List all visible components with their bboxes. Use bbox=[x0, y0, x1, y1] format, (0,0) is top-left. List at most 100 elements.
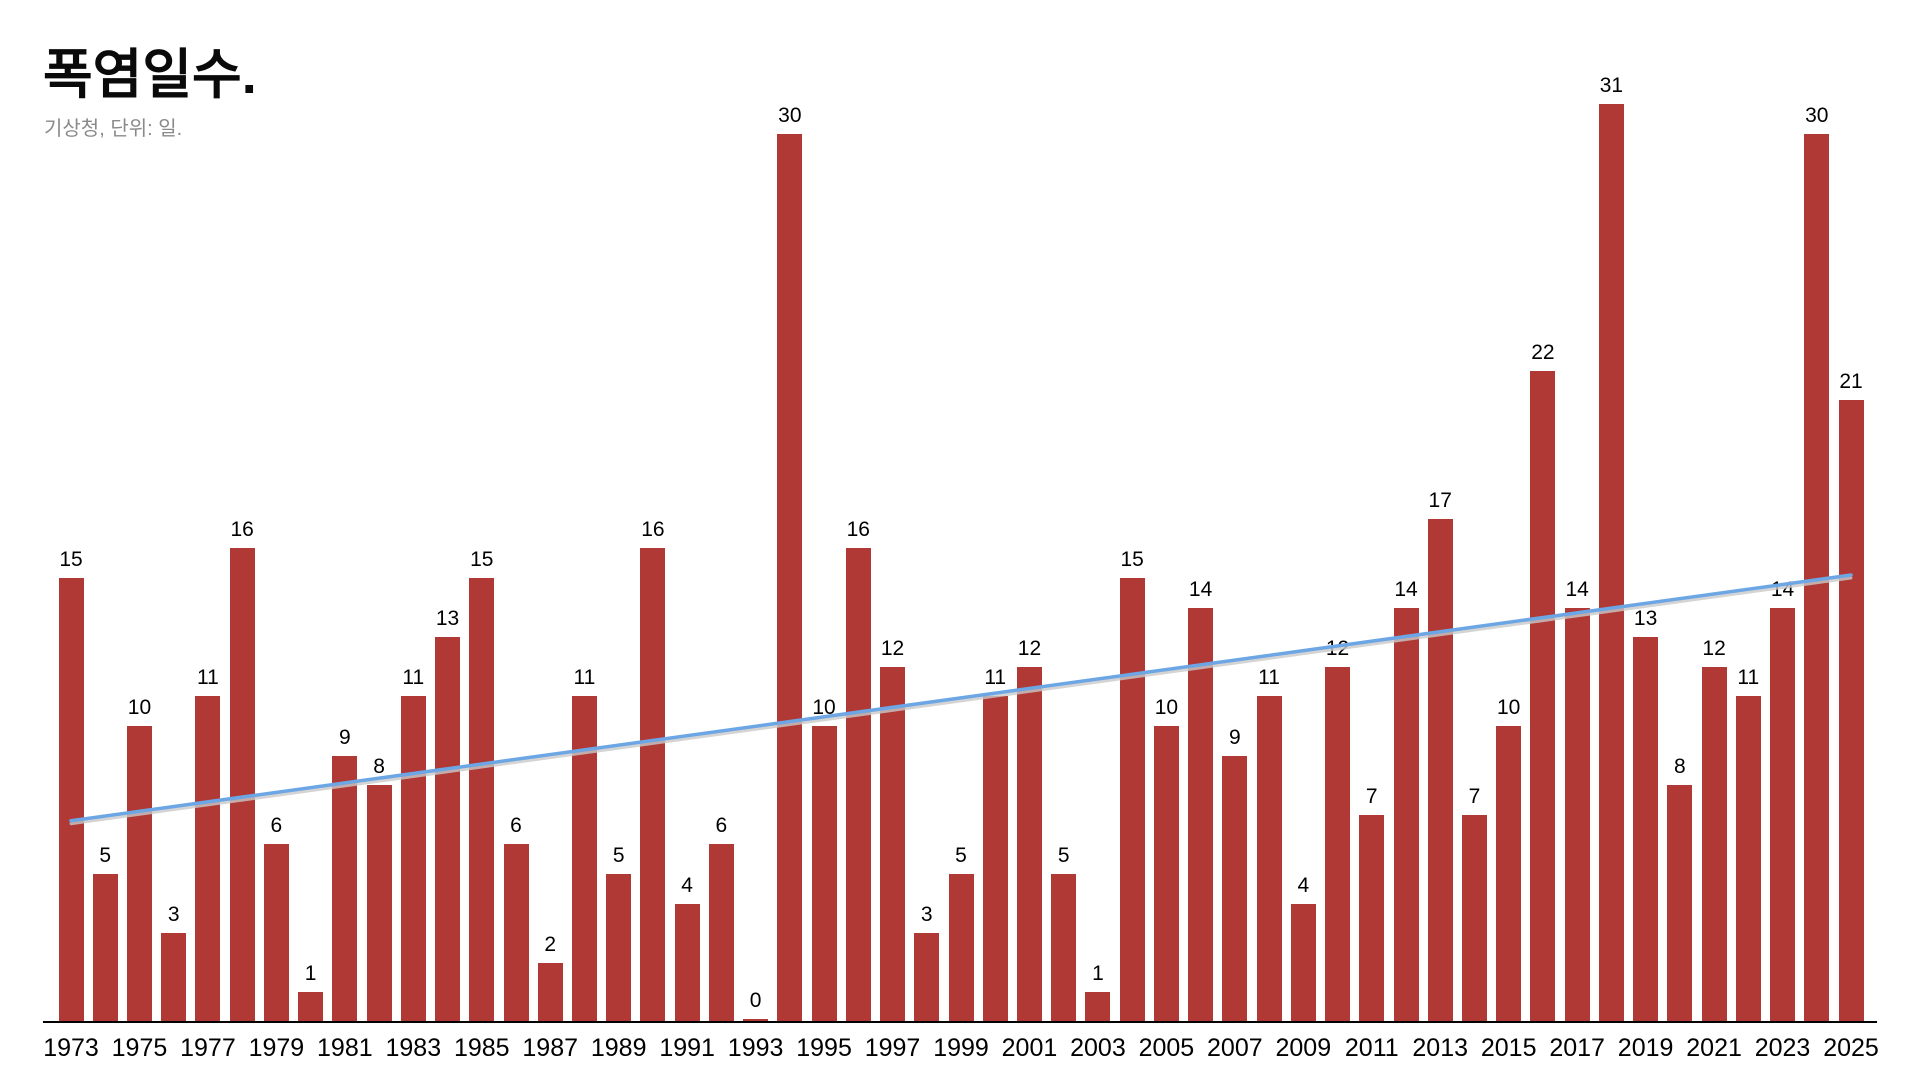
x-tick-1977: 1977 bbox=[180, 1034, 236, 1062]
bar-value-label-2024: 30 bbox=[1805, 104, 1829, 127]
bar-2008 bbox=[1256, 696, 1282, 1022]
bar-value-label-1989: 5 bbox=[612, 844, 625, 867]
bar-2016 bbox=[1530, 370, 1556, 1022]
bar-1973 bbox=[58, 578, 84, 1022]
bar-1986 bbox=[503, 844, 529, 1022]
bar-2007 bbox=[1222, 755, 1248, 1022]
bar-1977 bbox=[195, 696, 221, 1022]
x-tick-2021: 2021 bbox=[1686, 1034, 1742, 1062]
bar-1989 bbox=[606, 874, 632, 1022]
x-tick-2003: 2003 bbox=[1070, 1034, 1126, 1062]
x-axis-line bbox=[43, 1021, 1877, 1023]
bar-1979 bbox=[263, 844, 289, 1022]
x-tick-1991: 1991 bbox=[659, 1034, 715, 1062]
bar-value-label-1983: 11 bbox=[402, 666, 425, 690]
bar-value-label-1995: 10 bbox=[812, 696, 836, 719]
bar-2024 bbox=[1804, 134, 1830, 1022]
x-tick-2015: 2015 bbox=[1480, 1034, 1537, 1062]
bar-value-label-1994: 30 bbox=[778, 104, 802, 127]
bar-1996 bbox=[845, 548, 871, 1022]
bar-value-label-2004: 15 bbox=[1120, 548, 1144, 571]
bar-2003 bbox=[1085, 992, 1111, 1022]
x-tick-1999: 1999 bbox=[933, 1034, 989, 1062]
x-tick-1983: 1983 bbox=[385, 1034, 442, 1062]
x-tick-1993: 1993 bbox=[727, 1034, 784, 1062]
bar-2001 bbox=[1016, 666, 1042, 1022]
bar-1992 bbox=[708, 844, 734, 1022]
bar-2011 bbox=[1359, 814, 1385, 1022]
bar-1999 bbox=[948, 874, 974, 1022]
bar-value-label-2006: 14 bbox=[1188, 577, 1213, 601]
bar-1990 bbox=[640, 548, 666, 1022]
x-tick-1985: 1985 bbox=[453, 1034, 510, 1062]
bar-2022 bbox=[1735, 696, 1761, 1022]
bar-2010 bbox=[1325, 666, 1351, 1022]
x-tick-2017: 2017 bbox=[1549, 1034, 1605, 1062]
bar-value-label-2001: 12 bbox=[1017, 636, 1042, 660]
bar-value-label-1996: 16 bbox=[846, 518, 870, 542]
bar-value-label-2009: 4 bbox=[1297, 873, 1310, 897]
bar-1994 bbox=[777, 134, 803, 1022]
bar-value-label-2023: 14 bbox=[1770, 577, 1795, 601]
bar-value-label-1981: 9 bbox=[339, 725, 351, 749]
bar-value-label-1982: 8 bbox=[373, 755, 385, 779]
bar-1997 bbox=[880, 666, 906, 1022]
bar-value-label-1979: 6 bbox=[270, 814, 283, 838]
bar-value-label-2015: 10 bbox=[1497, 696, 1521, 719]
x-tick-2013: 2013 bbox=[1412, 1034, 1469, 1062]
bar-value-label-2012: 14 bbox=[1394, 577, 1418, 601]
bar-1998 bbox=[914, 933, 940, 1022]
bar-value-label-1976: 3 bbox=[167, 903, 180, 927]
bar-2025 bbox=[1838, 400, 1864, 1022]
bar-value-label-1975: 10 bbox=[127, 696, 152, 719]
x-tick-2005: 2005 bbox=[1138, 1034, 1195, 1062]
bar-2009 bbox=[1290, 903, 1316, 1022]
bar-2018 bbox=[1598, 104, 1624, 1022]
bar-value-label-2018: 31 bbox=[1599, 74, 1624, 98]
bar-value-label-1999: 5 bbox=[955, 844, 967, 867]
bar-2019 bbox=[1633, 637, 1659, 1022]
bar-value-label-1987: 2 bbox=[544, 932, 557, 956]
bar-1991 bbox=[674, 903, 700, 1022]
bar-value-label-1990: 16 bbox=[641, 518, 665, 542]
bar-value-label-1993: 0 bbox=[749, 989, 762, 1012]
bar-1985 bbox=[469, 578, 495, 1022]
bar-2004 bbox=[1119, 578, 1145, 1022]
bar-1988 bbox=[571, 696, 597, 1022]
bar-value-label-1998: 3 bbox=[920, 903, 933, 927]
bar-1984 bbox=[435, 637, 461, 1022]
bar-value-label-1997: 12 bbox=[880, 636, 905, 660]
bar-1978 bbox=[229, 548, 255, 1022]
bar-value-label-1978: 16 bbox=[230, 518, 254, 542]
x-tick-1979: 1979 bbox=[248, 1034, 305, 1062]
bar-2006 bbox=[1188, 607, 1214, 1022]
bar-value-label-2000: 11 bbox=[984, 666, 1007, 690]
bar-value-label-1980: 1 bbox=[304, 962, 317, 986]
bar-1993 bbox=[743, 1019, 769, 1022]
bar-1982 bbox=[366, 785, 392, 1022]
bar-value-label-2025: 21 bbox=[1839, 370, 1863, 394]
x-tick-1973: 1973 bbox=[43, 1034, 99, 1062]
bar-value-label-1973: 15 bbox=[59, 548, 83, 571]
bar-1976 bbox=[161, 933, 187, 1022]
bar-2012 bbox=[1393, 607, 1419, 1022]
x-tick-1997: 1997 bbox=[864, 1034, 921, 1062]
bar-2000 bbox=[982, 696, 1008, 1022]
bar-value-label-2007: 9 bbox=[1229, 725, 1241, 749]
bar-2023 bbox=[1770, 607, 1796, 1022]
bar-1995 bbox=[811, 726, 837, 1022]
x-tick-2011: 2011 bbox=[1344, 1034, 1399, 1062]
x-tick-2001: 2001 bbox=[1001, 1034, 1058, 1062]
bar-value-label-2019: 13 bbox=[1633, 607, 1658, 631]
bar-value-label-1974: 5 bbox=[99, 844, 112, 867]
bar-value-label-2016: 22 bbox=[1531, 340, 1555, 364]
bar-1987 bbox=[537, 962, 563, 1022]
x-tick-2007: 2007 bbox=[1207, 1034, 1263, 1062]
bar-value-label-2021: 12 bbox=[1702, 636, 1726, 660]
bar-value-label-2013: 17 bbox=[1428, 488, 1452, 512]
bar-1981 bbox=[332, 755, 358, 1022]
bar-value-label-1986: 6 bbox=[510, 814, 522, 838]
x-tick-2009: 2009 bbox=[1275, 1034, 1332, 1062]
bar-value-label-2014: 7 bbox=[1468, 784, 1481, 808]
